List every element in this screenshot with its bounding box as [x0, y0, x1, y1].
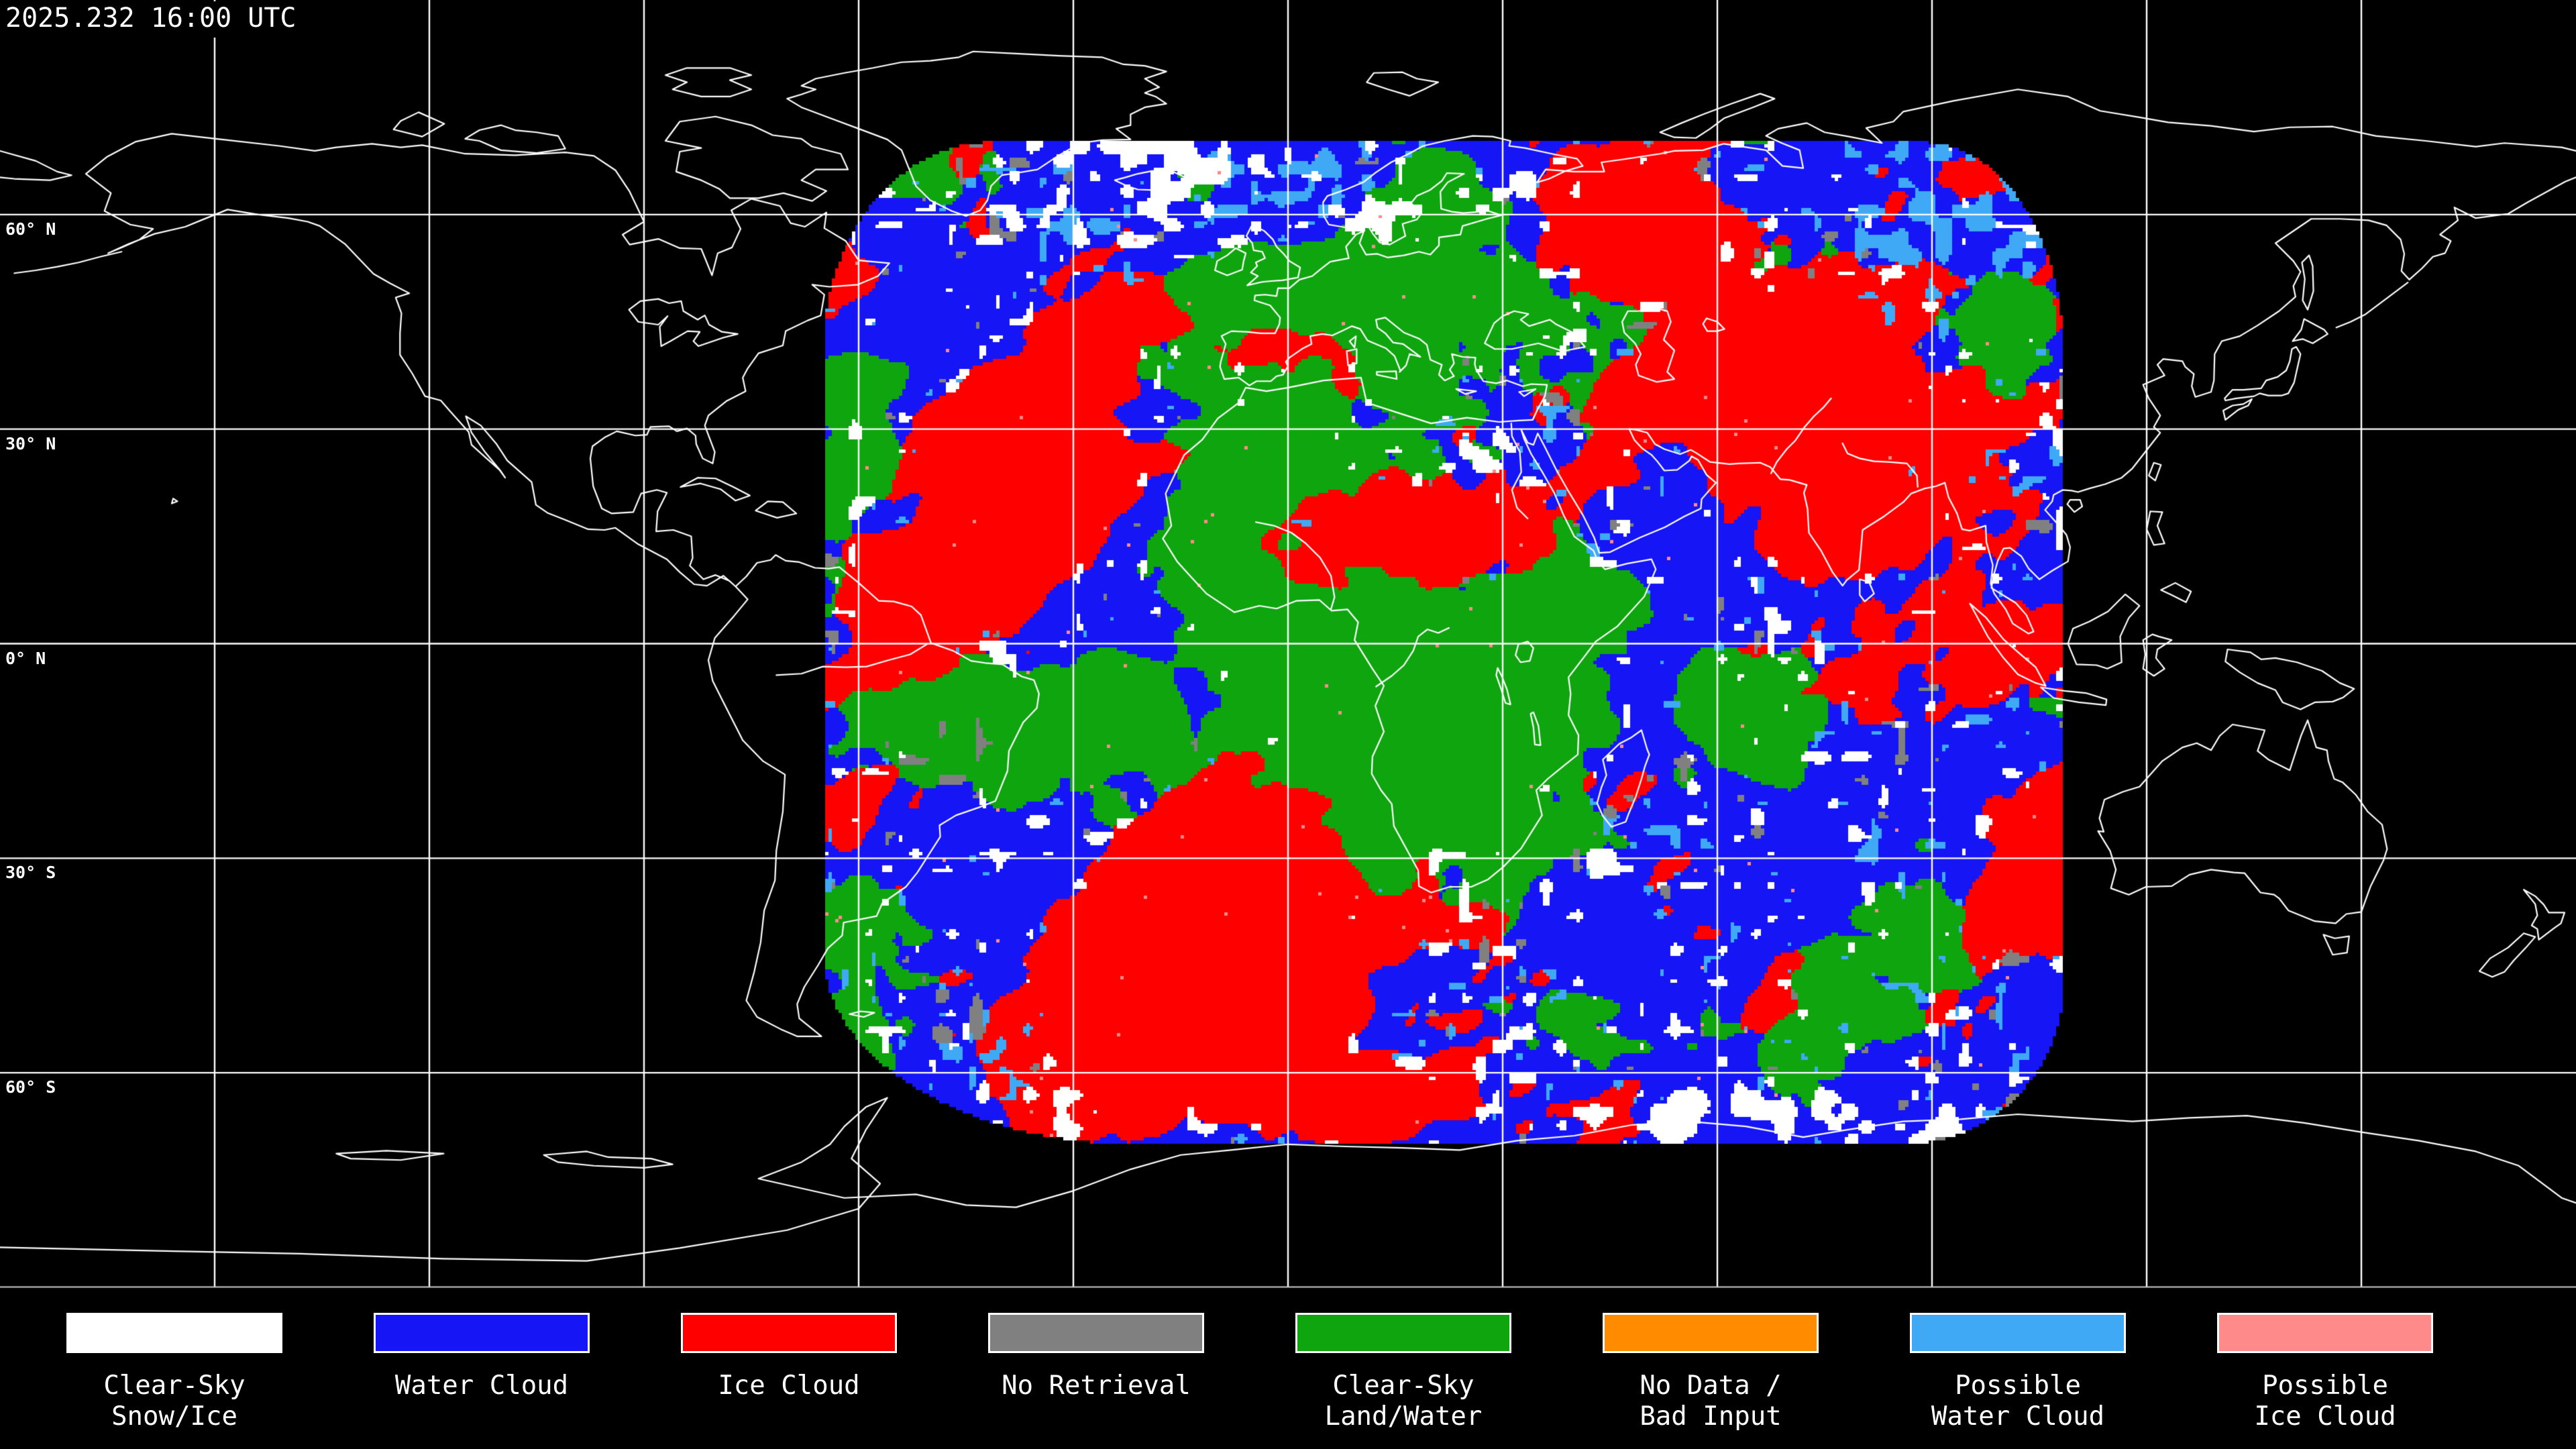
legend-item-no_data_bad_input: No Data / Bad Input: [1557, 1313, 1864, 1432]
legend-swatch-possible_water_cloud: [1910, 1313, 2126, 1353]
legend-item-no_retrieval: No Retrieval: [943, 1313, 1250, 1401]
legend-item-ice_cloud: Ice Cloud: [635, 1313, 943, 1401]
lat-label-0: 0° N: [4, 647, 52, 669]
timestamp: 2025.232 16:00 UTC: [3, 1, 306, 38]
legend-swatch-water_cloud: [374, 1313, 590, 1353]
legend-label-clear_sky_land_water: Clear-Sky Land/Water: [1324, 1371, 1483, 1432]
lat-label-60: 60° N: [4, 218, 62, 240]
legend-item-clear_sky_snow_ice: Clear-Sky Snow/Ice: [21, 1313, 328, 1432]
legend-label-possible_water_cloud: Possible Water Cloud: [1931, 1371, 2105, 1432]
lat-label-s30: 30° S: [4, 862, 62, 884]
legend-item-clear_sky_land_water: Clear-Sky Land/Water: [1250, 1313, 1557, 1432]
legend-item-possible_water_cloud: Possible Water Cloud: [1864, 1313, 2171, 1432]
legend-label-possible_ice_cloud: Possible Ice Cloud: [2254, 1371, 2396, 1432]
legend-label-no_data_bad_input: No Data / Bad Input: [1640, 1371, 1782, 1432]
legend-swatch-ice_cloud: [681, 1313, 897, 1353]
legend-swatch-no_data_bad_input: [1603, 1313, 1819, 1353]
legend-swatch-possible_ice_cloud: [2217, 1313, 2433, 1353]
lat-label-s60: 60° S: [4, 1077, 62, 1099]
legend-label-water_cloud: Water Cloud: [394, 1371, 569, 1401]
legend: Clear-Sky Snow/Ice Water Cloud Ice Cloud No…: [0, 1289, 2576, 1449]
legend-swatch-clear_sky_land_water: [1295, 1313, 1511, 1353]
legend-item-water_cloud: Water Cloud: [328, 1313, 635, 1401]
lat-label-30: 30° N: [4, 433, 62, 455]
legend-label-ice_cloud: Ice Cloud: [718, 1371, 860, 1401]
legend-swatch-no_retrieval: [988, 1313, 1204, 1353]
legend-label-no_retrieval: No Retrieval: [1002, 1371, 1191, 1401]
legend-item-possible_ice_cloud: Possible Ice Cloud: [2171, 1313, 2479, 1432]
legend-swatch-clear_sky_snow_ice: [66, 1313, 282, 1353]
legend-label-clear_sky_snow_ice: Clear-Sky Snow/Ice: [103, 1371, 246, 1432]
